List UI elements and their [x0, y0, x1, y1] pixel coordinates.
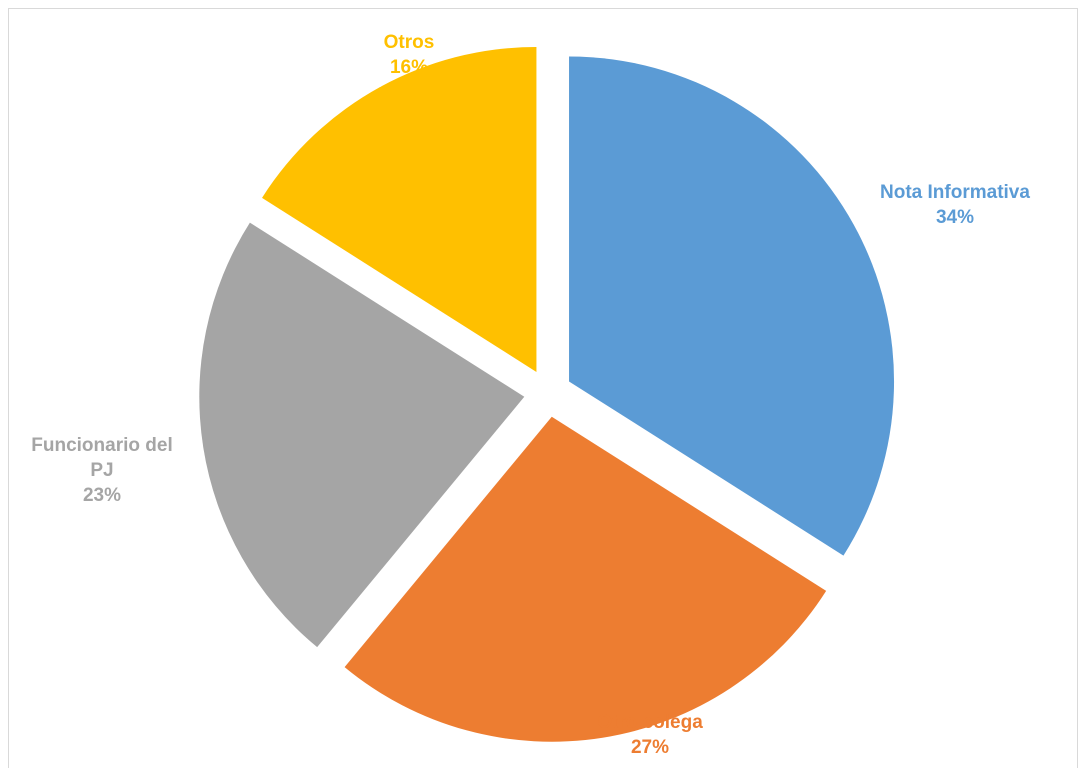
- slice-percentage-text: 23%: [83, 485, 121, 506]
- slice-percentage-text: 16%: [390, 57, 428, 78]
- pie-labels: Nota Informativa 34% Otro colega 27% Funcion…: [31, 32, 1030, 758]
- slice-label-otro-colega: Otro colega 27%: [597, 712, 703, 758]
- slice-category-text: Otro colega: [597, 712, 703, 733]
- slice-category-text: Otros: [384, 32, 435, 53]
- pie-slice-otro-colega: [344, 416, 827, 742]
- pie-slices: [199, 46, 895, 742]
- slice-label-otros: Otros 16%: [384, 32, 435, 78]
- chart-area: [8, 8, 1078, 768]
- slice-label-funcionario-del-pj: Funcionario del PJ 23%: [31, 435, 172, 506]
- slice-category-text: Funcionario del: [31, 435, 172, 456]
- slice-category-text: PJ: [90, 460, 113, 481]
- slice-percentage-text: 27%: [631, 737, 669, 758]
- slice-percentage-text: 34%: [936, 207, 974, 228]
- pie-slice-funcionario-del-pj: [199, 222, 525, 648]
- pie-slice-otros: [262, 46, 537, 372]
- slice-category-text: Nota Informativa: [880, 182, 1030, 203]
- slice-label-nota-informativa: Nota Informativa 34%: [880, 182, 1030, 228]
- pie-slice-nota-informativa: [569, 56, 895, 556]
